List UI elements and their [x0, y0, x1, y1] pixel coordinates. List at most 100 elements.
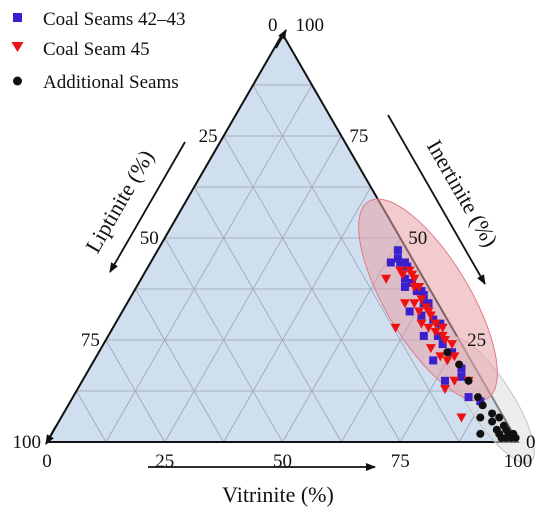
data-point-triangle	[456, 413, 467, 423]
inertinite-axis-arrow	[387, 114, 486, 285]
legend-label-coal-seam-45: Coal Seam 45	[43, 39, 150, 60]
data-point-square	[419, 291, 428, 300]
data-point-triangle	[430, 319, 441, 329]
data-point-square	[457, 372, 466, 381]
data-point-square	[419, 331, 428, 340]
inertinite-axis-title: Inertinite (%)	[422, 135, 503, 251]
legend: Coal Seams 42–43 Coal Seam 45 Additional…	[11, 9, 186, 93]
grid-line-liptinite	[134, 288, 224, 443]
data-point-triangle	[449, 376, 460, 386]
data-point-triangle	[442, 356, 453, 366]
data-point-triangle	[435, 352, 446, 362]
liptinite-tick-label: 50	[140, 228, 159, 249]
data-point-triangle	[416, 295, 427, 305]
data-point-square	[400, 274, 409, 283]
points-layer	[381, 246, 520, 442]
vitrinite-tick-label: 25	[155, 451, 174, 472]
legend-marker-square	[13, 13, 22, 22]
data-point-square	[436, 319, 445, 328]
data-point-square	[393, 246, 402, 255]
liptinite-tick-label: 100	[13, 432, 42, 453]
data-point-square	[386, 258, 395, 267]
data-point-triangle	[425, 311, 436, 321]
inertinite-tick-label: 25	[467, 330, 486, 351]
data-point-square	[433, 331, 442, 340]
data-point-triangle	[397, 270, 408, 280]
left-corner-arrow	[45, 425, 57, 445]
liptinite-tick-label: 0	[268, 15, 278, 36]
data-point-square	[464, 393, 473, 402]
data-point-square	[412, 287, 421, 296]
data-point-circle	[488, 417, 497, 426]
liptinite-tick-label: 25	[199, 126, 218, 147]
data-point-square	[440, 376, 449, 385]
data-point-triangle	[423, 323, 434, 333]
data-point-circle	[495, 413, 504, 422]
inertinite-tick-label: 75	[349, 126, 368, 147]
data-point-triangle	[447, 340, 458, 350]
vitrinite-axis-title: Vitrinite (%)	[222, 482, 334, 507]
data-point-square	[417, 311, 426, 320]
liptinite-axis-arrow	[109, 141, 186, 273]
data-point-square	[403, 262, 412, 271]
vitrinite-tick-label: 75	[391, 451, 410, 472]
data-point-circle	[511, 433, 520, 442]
legend-marker-circle	[13, 76, 22, 86]
grid-line-liptinite	[193, 186, 342, 443]
top-corner-arrow	[275, 29, 287, 49]
data-point-triangle	[425, 344, 436, 354]
vitrinite-tick-label: 100	[504, 451, 533, 472]
data-point-square	[476, 397, 485, 406]
legend-label-additional-seams: Additional Seams	[43, 72, 179, 93]
legend-marker-triangle	[11, 42, 24, 52]
data-point-circle	[478, 401, 487, 410]
data-point-circle	[464, 376, 473, 385]
data-point-square	[405, 307, 414, 316]
data-point-square	[393, 254, 402, 263]
data-point-circle	[455, 360, 464, 369]
data-point-triangle	[416, 319, 427, 329]
liptinite-tick-label: 75	[81, 330, 100, 351]
data-point-square	[408, 278, 417, 287]
grid-line-liptinite	[252, 84, 460, 443]
data-point-square	[417, 287, 426, 296]
data-point-circle	[488, 409, 497, 418]
data-point-triangle	[430, 327, 441, 337]
inertinite-tick-label: 100	[296, 15, 325, 36]
data-point-circle	[443, 348, 452, 357]
data-point-square	[396, 258, 405, 267]
data-point-triangle	[449, 352, 460, 362]
data-point-square	[457, 364, 466, 373]
data-point-triangle	[439, 384, 450, 394]
data-point-square	[419, 299, 428, 308]
data-point-square	[429, 356, 438, 365]
grid-line-vitrinite	[105, 84, 313, 443]
data-point-square	[438, 340, 447, 349]
grid-line-liptinite	[164, 237, 283, 443]
grid-line-vitrinite	[223, 186, 372, 443]
data-point-triangle	[409, 299, 420, 309]
data-point-circle	[476, 429, 485, 438]
vitrinite-tick-label: 50	[273, 451, 292, 472]
data-point-square	[429, 315, 438, 324]
legend-label-coal-seams-42-43: Coal Seams 42–43	[43, 9, 186, 30]
data-point-square	[400, 282, 409, 291]
data-point-triangle	[437, 323, 448, 333]
data-point-circle	[476, 413, 485, 422]
data-point-triangle	[399, 299, 410, 309]
inertinite-tick-label: 0	[526, 432, 536, 453]
data-point-circle	[473, 393, 482, 402]
data-point-triangle	[414, 307, 425, 317]
grid-line-liptinite	[76, 390, 107, 443]
data-point-square	[400, 258, 409, 267]
data-point-triangle	[439, 336, 450, 345]
grid-line-liptinite	[105, 339, 166, 443]
data-point-triangle	[381, 274, 392, 284]
data-point-triangle	[414, 282, 425, 292]
data-point-square	[424, 299, 433, 308]
data-point-triangle	[390, 323, 401, 333]
data-point-square	[448, 348, 457, 357]
